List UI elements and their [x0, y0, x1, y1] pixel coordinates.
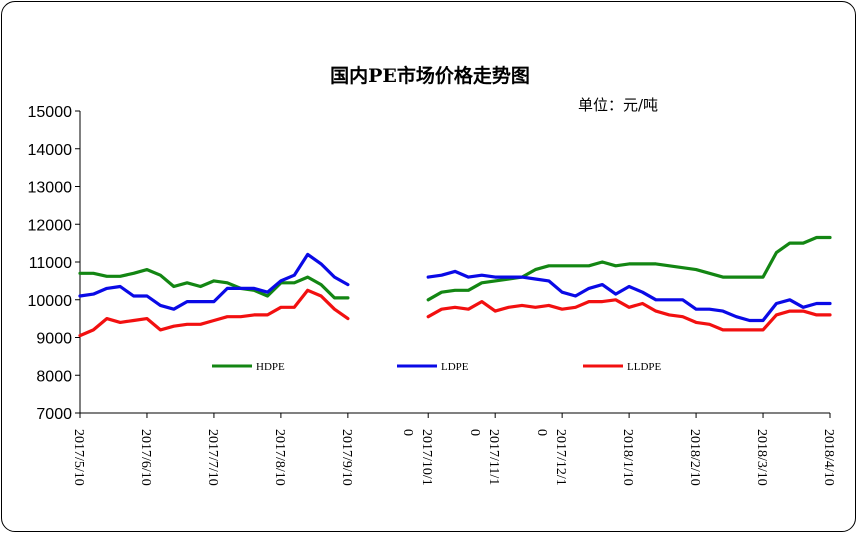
legend: HDPE LDPE LLDPE	[212, 361, 662, 373]
x-tick-label: 2017/10/10	[400, 429, 434, 486]
y-tick-label: 10000	[28, 293, 73, 310]
x-tick-label: 2017/7/10	[205, 429, 220, 486]
legend-label-lldpe: LLDPE	[627, 361, 662, 373]
series-lines	[78, 235, 832, 338]
x-tick-label: 2018/2/10	[687, 429, 702, 486]
y-tick-label: 13000	[28, 180, 73, 197]
x-tick-label: 2017/6/10	[138, 429, 153, 486]
x-tick-label: 2018/3/10	[754, 429, 769, 486]
x-tick-label: 2018/1/10	[620, 429, 635, 486]
unit-label: 单位：元/吨	[578, 96, 658, 114]
legend-label-hdpe: HDPE	[256, 361, 285, 373]
x-tick-label: 2017/12/10	[534, 429, 568, 486]
y-tick-label: 9000	[36, 331, 72, 348]
y-axis-ticks: 15000 14000 13000 12000 11000 10000 9000 8000 70…	[28, 104, 80, 423]
x-tick-label: 2017/8/10	[272, 429, 287, 486]
series-line-lldpe	[78, 288, 832, 338]
x-tick-label: 2017/11/10	[467, 429, 501, 485]
chart-title: 国内PE市场价格走势图	[330, 64, 530, 87]
y-tick-label: 8000	[36, 368, 72, 385]
x-tick-label: 2017/5/10	[71, 429, 86, 486]
series-line-hdpe	[78, 235, 832, 302]
x-tick-label: 2018/4/10	[821, 429, 836, 486]
x-tick-label: 2017/9/10	[339, 429, 354, 486]
y-tick-label: 15000	[28, 104, 73, 121]
y-tick-label: 14000	[28, 142, 73, 159]
y-tick-label: 11000	[29, 255, 72, 272]
x-axis-ticks: 2017/5/10 2017/6/10 2017/7/10 2017/8/10 2017…	[71, 413, 836, 486]
y-tick-label: 7000	[36, 406, 72, 423]
series-line-ldpe	[78, 252, 832, 323]
y-tick-label: 12000	[28, 217, 73, 234]
legend-label-ldpe: LDPE	[441, 361, 469, 373]
